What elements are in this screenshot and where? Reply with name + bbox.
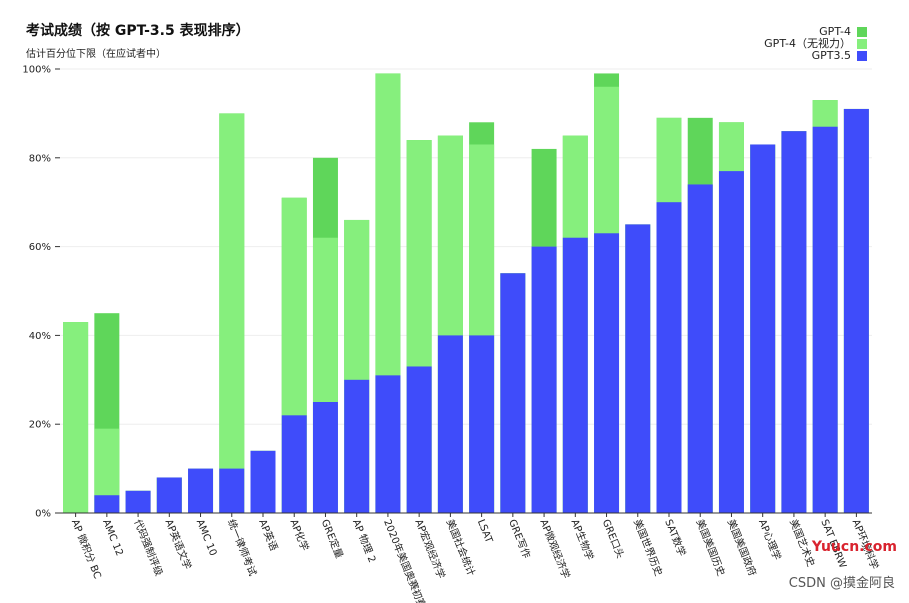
bar-GPT3.5-8 [312, 402, 338, 513]
legend-item-gpt4: GPT-4 [764, 26, 867, 38]
legend: GPT-4 GPT-4（无视力） GPT3.5 [764, 26, 867, 62]
x-tick-label-13: LSAT [475, 518, 495, 545]
x-tick-label-1: AMC 12 [100, 518, 125, 558]
legend-item-gpt4-novision: GPT-4（无视力） [764, 38, 867, 50]
x-tick-label-11: AP宏观经济学 [412, 517, 448, 580]
legend-label-gpt35: GPT3.5 [811, 49, 851, 62]
y-tick-label-0: 0% [35, 509, 51, 520]
bar-GPT3.5-15 [531, 246, 557, 513]
bar-GPT3.5-20 [687, 184, 713, 513]
watermark-site: Yuucn.com [811, 539, 897, 555]
x-tick-label-14: GRE写作 [506, 518, 532, 561]
x-tick-label-17: GRE口头 [600, 518, 626, 561]
bar-GPT3.5-6 [250, 450, 276, 513]
bar-GPT-4-5 [219, 113, 245, 514]
bar-GPT3.5-3 [156, 477, 182, 513]
legend-label-gpt4: GPT-4 [819, 25, 851, 38]
bar-GPT3.5-4 [188, 468, 214, 513]
y-tick-label-40: 40% [29, 331, 51, 342]
x-tick-label-0: AP 微积分 BC [69, 517, 105, 580]
x-tick-label-18: 美国世界历史 [631, 517, 666, 578]
bar-GPT3.5-16 [562, 237, 588, 513]
y-tick-label-60: 60% [29, 242, 51, 253]
bar-GPT3.5-14 [500, 273, 526, 513]
x-tick-label-16: AP生物学 [569, 517, 597, 562]
bar-GPT-4-0 [63, 322, 89, 513]
y-tick-label-100: 100% [22, 65, 51, 76]
bar-GPT3.5-1 [94, 495, 120, 513]
bar-GPT3.5-7 [281, 415, 307, 513]
legend-swatch-gpt4-novision [857, 39, 867, 49]
x-tick-label-20: 美国美国历史 [693, 517, 728, 578]
x-tick-label-5: 统一律师考试 [225, 517, 260, 578]
y-tick-label-80: 80% [29, 153, 51, 164]
bar-GPT3.5-17 [594, 233, 620, 513]
x-tick-label-6: AP英语 [256, 517, 280, 552]
x-tick-label-7: AP化学 [287, 517, 311, 552]
bar-GPT3.5-9 [344, 379, 370, 513]
bar-GPT3.5-19 [656, 202, 682, 513]
chart-subtitle: 估计百分位下限（在应试者中） [26, 49, 166, 60]
legend-swatch-gpt35 [857, 51, 867, 61]
bar-GPT3.5-18 [625, 224, 651, 513]
x-tick-label-4: AMC 10 [194, 518, 219, 558]
bar-GPT3.5-12 [437, 335, 463, 513]
chart-title: 考试成绩（按 GPT-3.5 表现排序） [26, 23, 250, 39]
x-tick-label-8: GRE定量 [319, 517, 346, 560]
legend-swatch-gpt4 [857, 27, 867, 37]
x-tick-label-21: 美国美国政府 [725, 517, 760, 578]
bar-GPT3.5-25 [843, 108, 869, 514]
bar-GPT3.5-10 [375, 375, 401, 513]
bar-GPT3.5-23 [781, 131, 807, 513]
bar-GPT3.5-11 [406, 366, 432, 513]
legend-item-gpt35: GPT3.5 [764, 50, 867, 62]
watermark-author: CSDN @摸金阿良 [788, 576, 895, 591]
bar-GPT3.5-21 [718, 171, 744, 513]
x-tick-label-9: AP 物理 2 [350, 517, 379, 564]
bar-GPT3.5-22 [750, 144, 776, 514]
legend-label-gpt4-novision: GPT-4（无视力） [764, 37, 851, 50]
x-tick-label-3: AP英语文学 [163, 517, 195, 571]
x-tick-label-19: SAT数学 [662, 517, 689, 558]
x-tick-label-12: 美国社会统计 [444, 517, 479, 578]
bar-GPT3.5-13 [469, 335, 495, 513]
bar-GPT3.5-2 [125, 490, 151, 513]
x-tick-label-15: AP微观经济学 [537, 517, 573, 580]
x-tick-label-2: 代码强制评级 [131, 517, 166, 578]
x-tick-label-22: AP心理学 [756, 517, 784, 562]
bar-GPT3.5-5 [219, 468, 245, 513]
bar-GPT3.5-24 [812, 126, 838, 513]
y-tick-label-20: 20% [29, 420, 51, 431]
